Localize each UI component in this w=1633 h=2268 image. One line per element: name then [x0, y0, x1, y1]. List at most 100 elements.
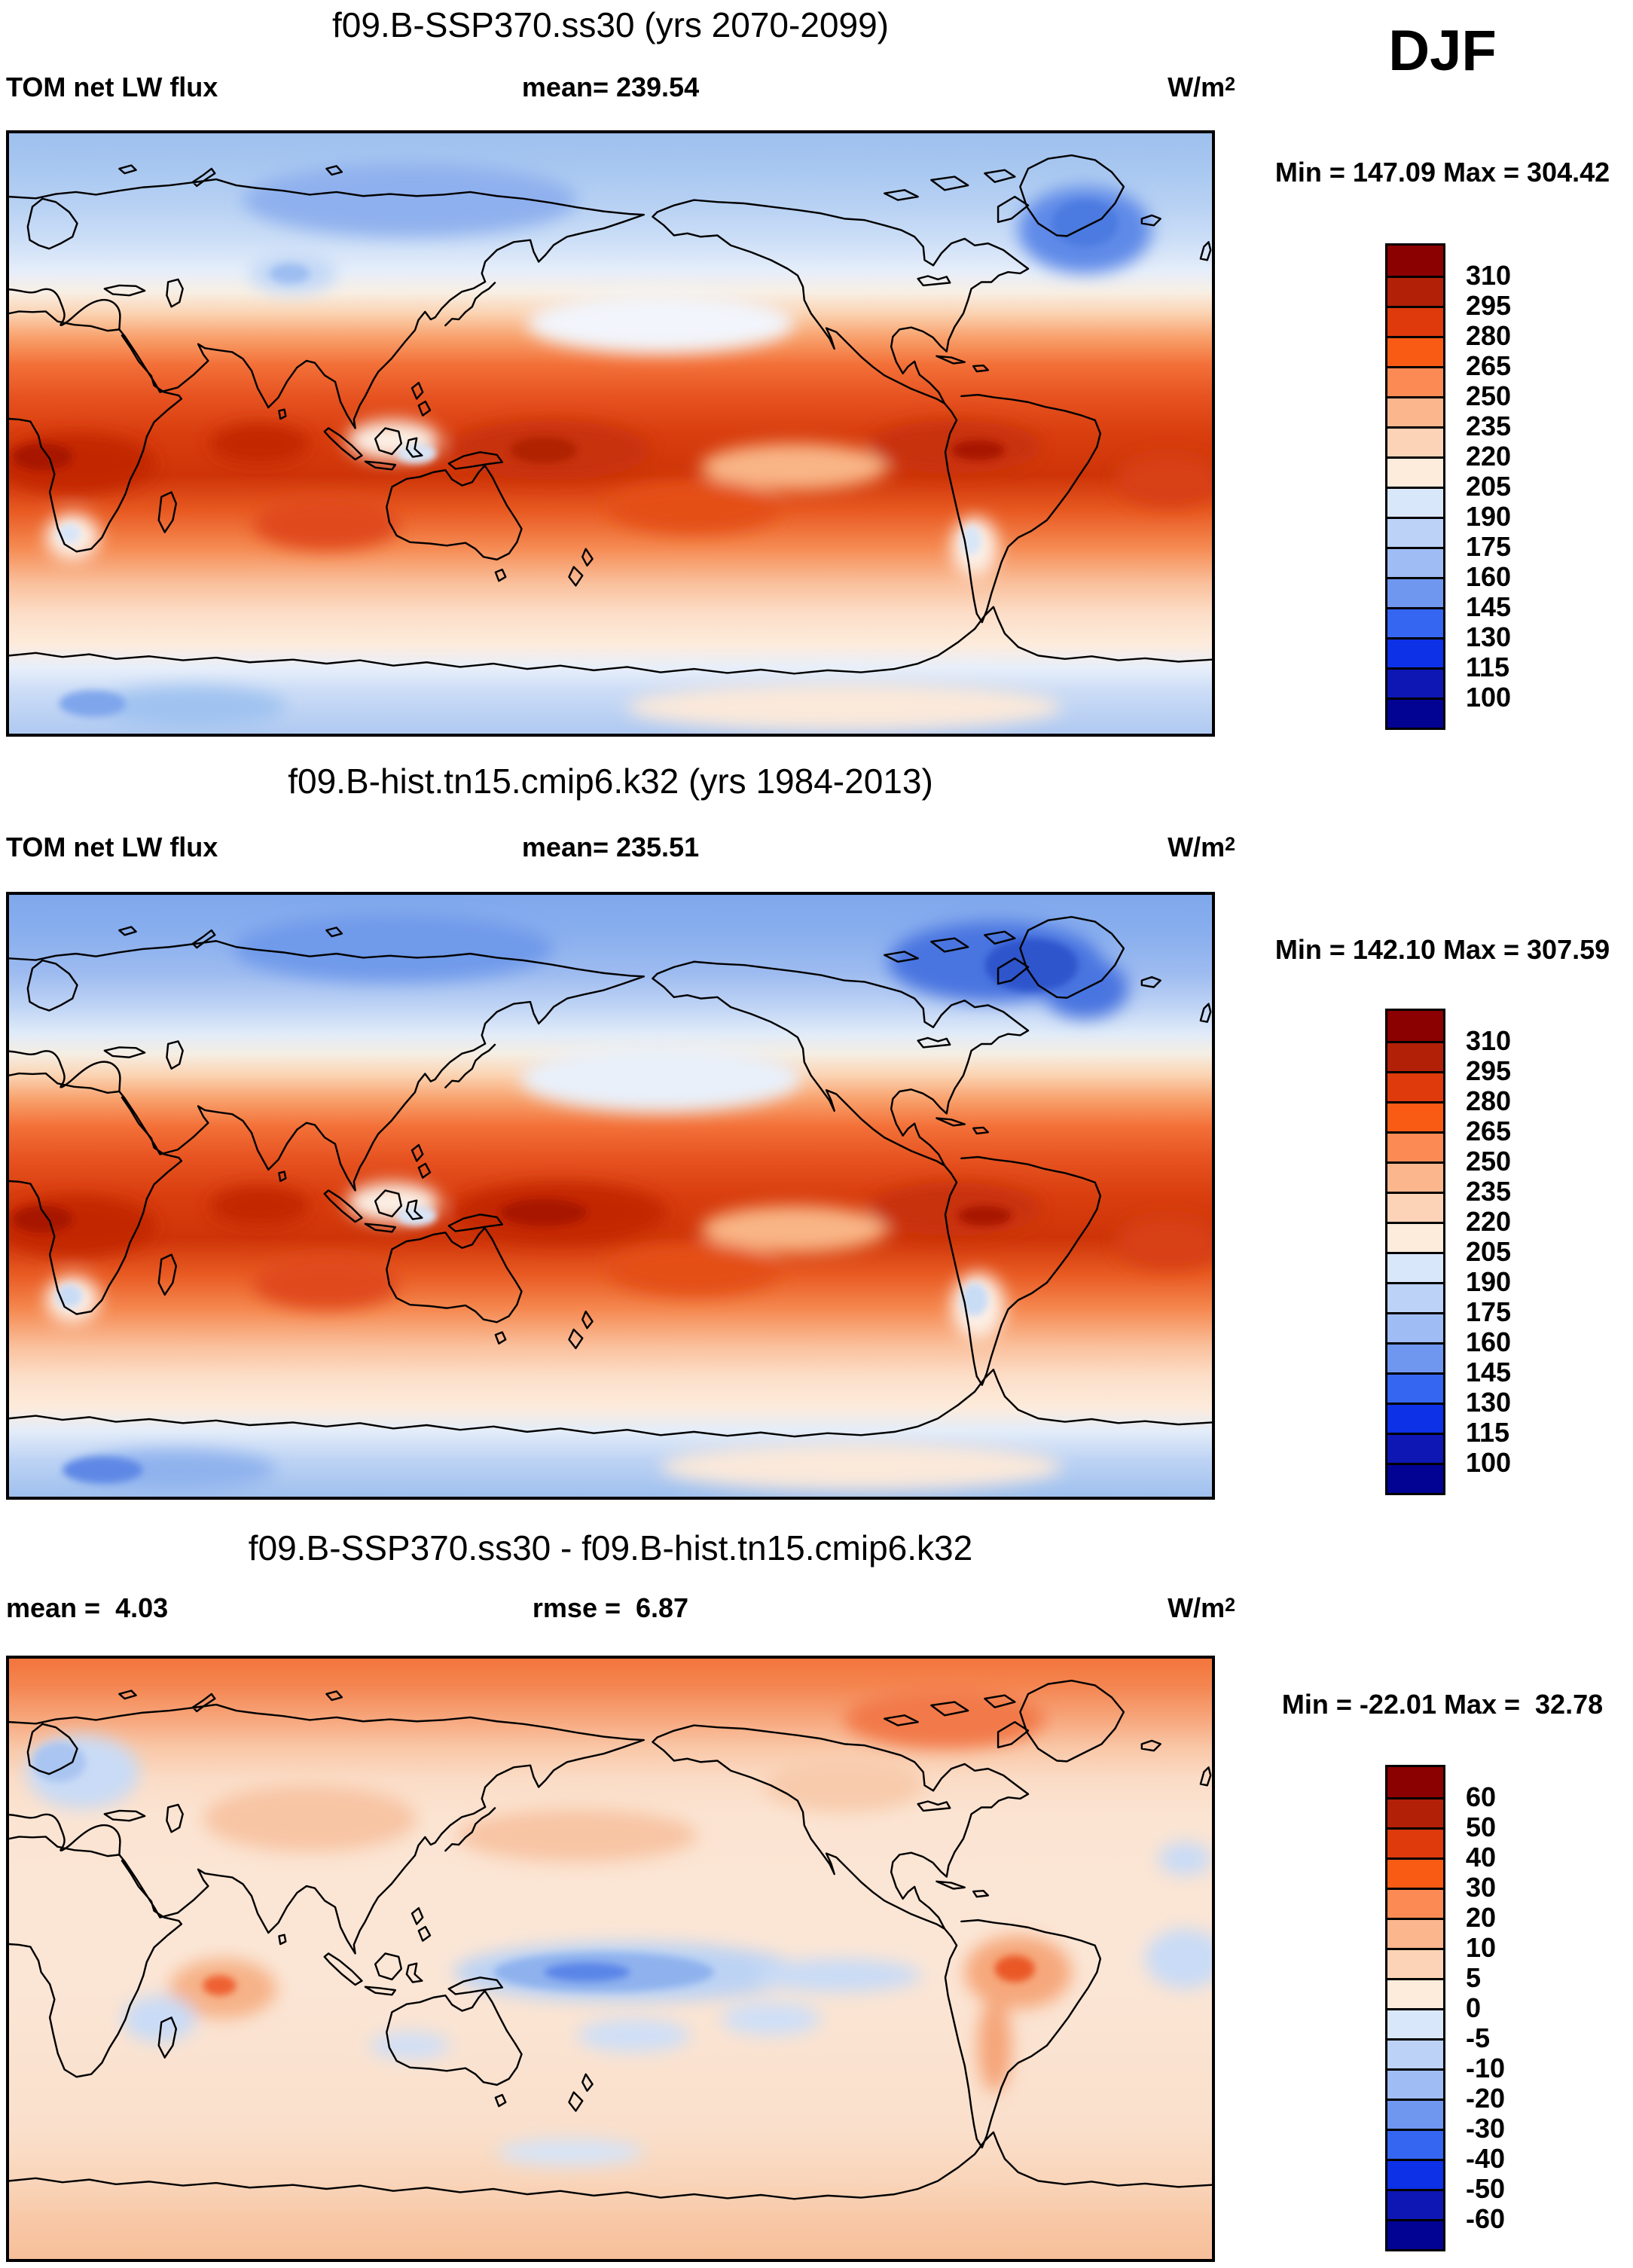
colorbar-tick-label: 160 — [1466, 1326, 1512, 1357]
panel1-minmax: Min = 147.09 Max = 304.42 — [1274, 157, 1610, 188]
colorbar-cell — [1387, 1948, 1443, 1978]
colorbar-cell — [1387, 1827, 1443, 1857]
colorbar-cell — [1387, 1797, 1443, 1827]
colorbar-tick-label: 190 — [1466, 1266, 1512, 1297]
colorbar-cell — [1387, 1342, 1443, 1372]
colorbar-cell — [1387, 1888, 1443, 1918]
colorbar-cell — [1387, 276, 1443, 306]
map-ssp370-svg — [9, 133, 1212, 734]
colorbar-cell — [1387, 577, 1443, 607]
contour-blobs-core — [32, 1741, 1035, 1996]
colorbar-tick-label: 130 — [1466, 1387, 1512, 1418]
colorbar-cell — [1387, 517, 1443, 547]
panel1-colorbar: 310 295 280 265 250 235 220 205 190 175 160 145 130 1… — [1385, 243, 1511, 730]
colorbar-cell — [1387, 1071, 1443, 1101]
colorbar-tick-label: 175 — [1466, 1296, 1512, 1327]
panel2-title: f09.B-hist.tn15.cmip6.k32 (yrs 1984-2013… — [288, 762, 933, 801]
panel2-minmax: Min = 142.10 Max = 307.59 — [1274, 934, 1610, 965]
units-exponent: 2 — [1225, 834, 1235, 855]
colorbar-cell — [1387, 306, 1443, 336]
colorbar-tick-label: -20 — [1466, 2083, 1506, 2114]
colorbar-cell — [1387, 1011, 1443, 1041]
colorbar-cell — [1387, 1252, 1443, 1282]
colorbar-cell — [1387, 2008, 1443, 2038]
panel3-units-label: W/m2 — [1024, 1592, 1235, 1624]
colorbar-cell — [1387, 667, 1443, 697]
map-hist — [6, 892, 1215, 1500]
colorbar-cell — [1387, 637, 1443, 667]
colorbar-cell — [1387, 1312, 1443, 1342]
colorbar-tick-label: -30 — [1466, 2113, 1506, 2144]
panel1-title: f09.B-SSP370.ss30 (yrs 2070-2099) — [332, 5, 889, 44]
colorbar-tick-label: -60 — [1466, 2203, 1506, 2234]
units-base: W/m — [1168, 832, 1226, 862]
colorbar-tick-label: 40 — [1466, 1842, 1497, 1873]
colorbar-cell — [1387, 547, 1443, 577]
colorbar-cell — [1387, 1403, 1443, 1433]
colorbar-tick-label: 145 — [1466, 1357, 1512, 1387]
colorbar-cell — [1387, 426, 1443, 456]
colorbar-cell — [1387, 1433, 1443, 1463]
colorbar-tick-label: 235 — [1466, 411, 1512, 441]
colorbar-cell — [1387, 2068, 1443, 2099]
units-exponent: 2 — [1225, 1595, 1235, 1616]
colorbar-cell — [1387, 1222, 1443, 1252]
contour-blobs-soft — [9, 914, 1212, 1491]
units-exponent: 2 — [1225, 74, 1235, 95]
colorbar-cell — [1387, 2099, 1443, 2129]
units-base: W/m — [1168, 1592, 1226, 1623]
colorbar-cell — [1387, 1192, 1443, 1222]
colorbar-cell — [1387, 366, 1443, 396]
colorbar-cell — [1387, 487, 1443, 517]
colorbar-tick-label: 20 — [1466, 1902, 1497, 1933]
panel3-title: f09.B-SSP370.ss30 - f09.B-hist.tn15.cmip… — [248, 1528, 973, 1567]
colorbar-tick-label: 265 — [1466, 350, 1512, 381]
colorbar-cell — [1387, 246, 1443, 276]
colorbar-cell — [1387, 1101, 1443, 1131]
colorbar-tick-label: 250 — [1466, 380, 1512, 411]
panel3-rmse-label: rmse = 6.87 — [532, 1592, 689, 1623]
colorbar-cell — [1387, 2159, 1443, 2189]
colorbar-tick-label: 265 — [1466, 1116, 1512, 1146]
panel1-mean-label: mean= 239.54 — [521, 72, 700, 102]
season-label: DJF — [1388, 19, 1497, 83]
colorbar-tick-label: 250 — [1466, 1146, 1512, 1177]
colorbar-tick-label: 220 — [1466, 1206, 1512, 1237]
map-difference-svg — [9, 1659, 1212, 2259]
colorbar-tick-label: 310 — [1466, 260, 1512, 291]
colorbar-tick-label: 115 — [1466, 652, 1510, 682]
colorbar-cell — [1387, 2129, 1443, 2159]
colorbar-cell — [1387, 1857, 1443, 1888]
colorbar-cell — [1387, 1918, 1443, 1948]
colorbar-tick-label: 160 — [1466, 561, 1512, 592]
panel3-mean-label: mean = 4.03 — [6, 1592, 169, 1623]
map-difference — [6, 1656, 1215, 2262]
colorbar-cell — [1387, 697, 1443, 728]
colorbar-tick-label: 115 — [1466, 1417, 1510, 1448]
colorbar-tick-label: 280 — [1466, 320, 1512, 351]
colorbar-tick-label: 205 — [1466, 1236, 1512, 1267]
map-hist-svg — [9, 895, 1212, 1497]
contour-blobs-core — [12, 938, 1079, 1484]
colorbar-cell — [1387, 1282, 1443, 1312]
colorbar-cell — [1387, 456, 1443, 487]
colorbar-tick-label: 280 — [1466, 1085, 1512, 1116]
colorbar-tick-label: 60 — [1466, 1781, 1497, 1812]
colorbar-tick-label: 175 — [1466, 531, 1512, 562]
colorbar-cell — [1387, 2038, 1443, 2068]
colorbar-cell — [1387, 336, 1443, 366]
colorbar-cell — [1387, 1041, 1443, 1071]
colorbar-tick-label: -40 — [1466, 2143, 1506, 2174]
colorbar-tick-label: 145 — [1466, 591, 1512, 622]
colorbar-cell — [1387, 2189, 1443, 2219]
colorbar-tick-label: 50 — [1466, 1812, 1497, 1842]
colorbar-tick-label: 100 — [1466, 1447, 1512, 1478]
colorbar-cell — [1387, 1131, 1443, 1161]
panel2-units-label: W/m2 — [1024, 832, 1235, 863]
colorbar-cell — [1387, 1767, 1443, 1797]
contour-blobs-soft — [26, 1688, 1212, 2166]
colorbar-tick-label: 235 — [1466, 1176, 1512, 1207]
map-ssp370 — [6, 130, 1215, 737]
colorbar-tick-label: 295 — [1466, 290, 1512, 321]
